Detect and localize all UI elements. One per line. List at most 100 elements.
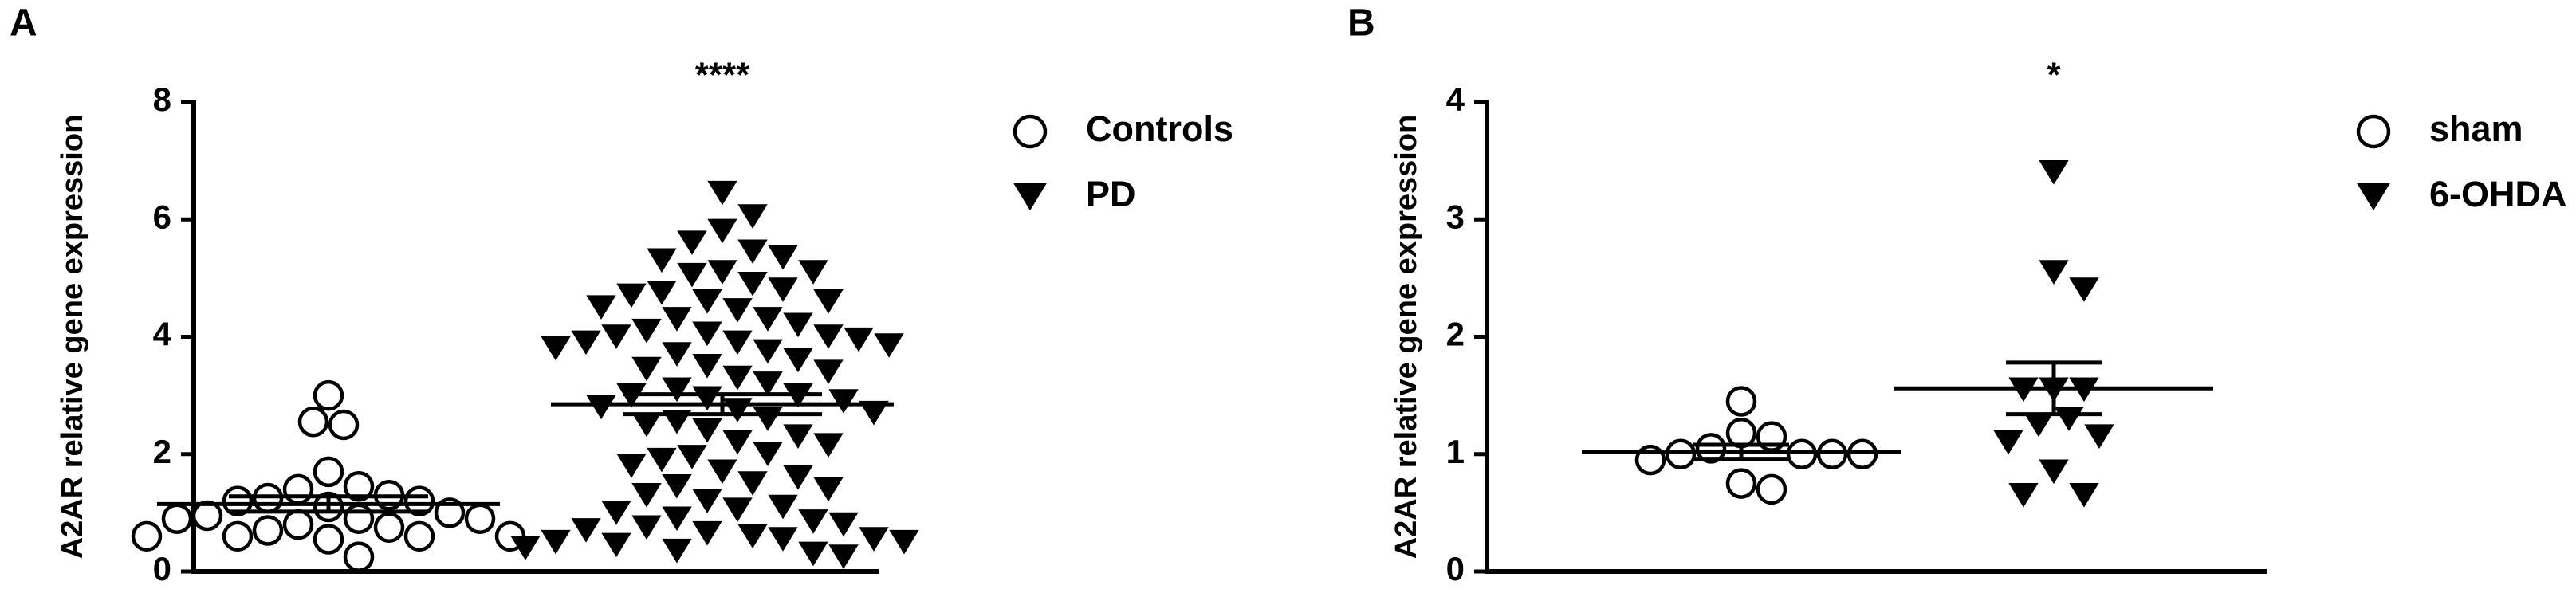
data-point xyxy=(1725,468,1757,499)
data-point xyxy=(874,333,904,358)
data-point xyxy=(631,482,662,508)
data-point xyxy=(131,520,163,552)
data-point xyxy=(601,501,631,525)
data-point xyxy=(768,245,798,270)
data-point xyxy=(1786,438,1818,469)
data-point xyxy=(677,445,707,469)
data-point xyxy=(616,454,647,478)
y-tick-label: 2 xyxy=(153,433,171,470)
data-point xyxy=(737,239,768,265)
data-point xyxy=(753,371,783,396)
data-point xyxy=(191,500,223,532)
data-point xyxy=(464,503,496,534)
data-point xyxy=(783,465,813,490)
y-tick-label: 4 xyxy=(153,316,172,353)
data-point xyxy=(783,348,813,373)
data-point xyxy=(737,471,768,496)
data-point xyxy=(328,409,360,441)
legend-marker xyxy=(1013,114,1048,149)
data-point xyxy=(1725,417,1757,449)
data-point xyxy=(1665,438,1697,469)
data-point xyxy=(571,330,601,355)
data-point xyxy=(2054,407,2084,431)
data-point xyxy=(828,512,859,537)
legend-label: PD xyxy=(1086,174,1136,214)
legend-marker xyxy=(2356,114,2391,149)
data-point xyxy=(677,262,707,288)
y-tick-label: 8 xyxy=(153,81,171,118)
data-point xyxy=(692,354,722,379)
y-axis-label: A2AR relative gene expression xyxy=(56,115,89,560)
data-point xyxy=(753,307,783,332)
data-point xyxy=(297,407,329,438)
legend-label: sham xyxy=(2429,108,2523,149)
data-point xyxy=(2023,412,2054,438)
data-point xyxy=(722,398,753,422)
panel-label: A xyxy=(10,2,37,45)
data-point xyxy=(692,418,722,443)
data-point xyxy=(828,389,859,414)
data-point xyxy=(252,515,284,546)
data-point xyxy=(647,280,677,305)
data-point xyxy=(889,529,919,555)
data-point xyxy=(510,536,541,560)
data-point xyxy=(707,180,737,206)
data-point xyxy=(859,400,889,426)
data-point xyxy=(1695,433,1727,464)
data-point xyxy=(222,485,254,516)
data-point xyxy=(677,230,707,255)
data-point xyxy=(783,312,813,338)
data-point xyxy=(768,494,798,520)
data-point xyxy=(601,532,631,558)
data-point xyxy=(692,386,722,411)
data-point xyxy=(2039,160,2069,185)
data-point xyxy=(1756,473,1787,505)
data-point xyxy=(1816,438,1848,469)
data-point xyxy=(753,407,783,431)
data-point xyxy=(2039,459,2069,485)
y-tick-label: 2 xyxy=(1446,316,1465,353)
data-point xyxy=(692,289,722,314)
data-point xyxy=(373,512,405,544)
data-point xyxy=(844,327,874,352)
data-point xyxy=(813,324,844,349)
data-point xyxy=(798,541,828,567)
data-point xyxy=(737,271,768,297)
data-point xyxy=(222,520,254,552)
data-point xyxy=(541,336,571,361)
data-point xyxy=(631,318,662,344)
data-point xyxy=(813,289,844,314)
data-point xyxy=(282,509,314,540)
legend-marker xyxy=(2357,183,2390,211)
data-point xyxy=(313,524,344,555)
y-tick-label: 0 xyxy=(1446,550,1465,587)
panel-label: B xyxy=(1347,2,1375,45)
data-point xyxy=(616,283,647,308)
data-point xyxy=(707,459,737,485)
legend-label: Controls xyxy=(1086,108,1233,149)
data-point xyxy=(541,529,571,555)
data-point xyxy=(161,503,193,534)
data-point xyxy=(692,520,722,546)
data-point xyxy=(798,509,828,534)
data-point xyxy=(343,470,375,502)
data-point xyxy=(403,485,435,516)
data-point xyxy=(601,324,631,349)
data-point xyxy=(662,377,692,403)
data-point xyxy=(1993,430,2023,455)
data-point xyxy=(662,473,692,499)
data-point xyxy=(282,473,314,505)
legend-label: 6-OHDA xyxy=(2429,174,2567,214)
data-point xyxy=(403,520,435,552)
data-point xyxy=(1846,438,1878,469)
data-point xyxy=(631,515,662,540)
data-point xyxy=(722,497,753,522)
data-point xyxy=(798,260,828,285)
data-point xyxy=(647,248,677,273)
y-tick-label: 3 xyxy=(1446,198,1465,235)
data-point xyxy=(662,307,692,332)
data-point xyxy=(434,497,466,528)
data-point xyxy=(813,433,844,458)
data-point xyxy=(313,456,344,488)
data-point xyxy=(828,544,859,569)
